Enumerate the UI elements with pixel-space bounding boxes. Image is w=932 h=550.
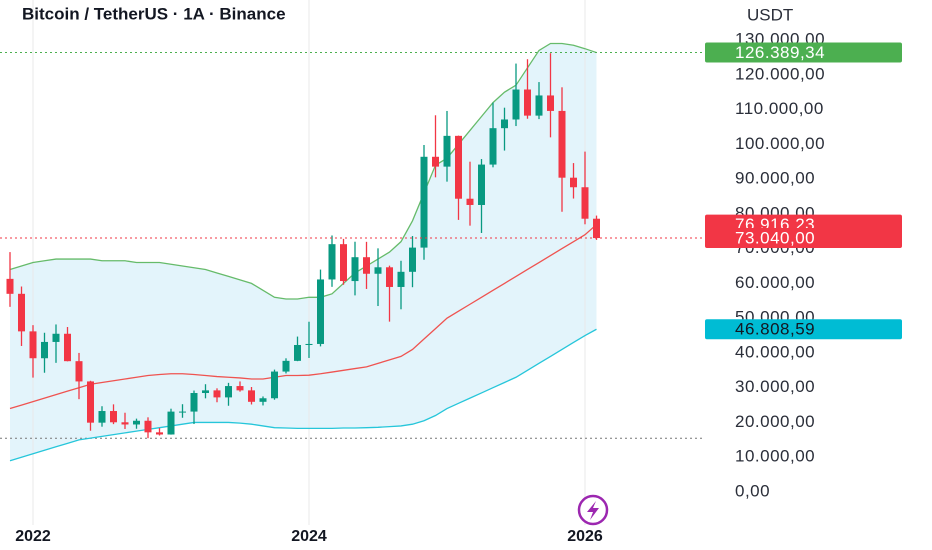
candle-body [432, 156, 439, 167]
y-tick-label: 110.000,00 [735, 99, 824, 118]
candle-body [501, 119, 508, 129]
chart-title: Bitcoin / TetherUS · 1A · Binance [22, 4, 286, 23]
candle-body [397, 271, 405, 287]
band-line [9, 328, 597, 462]
candle-body [535, 95, 543, 116]
x-tick-label: 2022 [15, 528, 51, 545]
candle-body [294, 344, 301, 361]
candle-body [386, 267, 393, 287]
candle-body [202, 390, 209, 394]
x-tick-label: 2026 [567, 528, 603, 545]
y-tick-label: 10.000,00 [735, 447, 815, 466]
candle-body [478, 164, 485, 205]
candle-body [121, 422, 129, 425]
candle-body [179, 411, 186, 413]
candle-body [98, 411, 106, 423]
candle-body [420, 156, 428, 248]
candle-body [328, 244, 336, 280]
y-tick-label: 40.000,00 [735, 342, 815, 361]
plot-area [0, 0, 705, 525]
price-label: 46.808,59 [735, 320, 815, 339]
candle-body [75, 361, 83, 382]
candle-body [282, 360, 290, 372]
price-label-box [705, 319, 902, 340]
candle-body [167, 411, 175, 435]
candle-body [133, 420, 140, 425]
band-line [9, 224, 597, 410]
candle-body [64, 333, 71, 362]
y-tick-label: 100.000,00 [735, 134, 825, 153]
candle-body [259, 398, 267, 402]
candle-body [466, 198, 474, 205]
candle-body [305, 343, 313, 345]
price-label-box [705, 228, 902, 249]
candle-body [512, 89, 520, 120]
candle-body [271, 371, 278, 399]
candle-body [374, 267, 382, 274]
price-label-box [705, 42, 902, 63]
candle-body [225, 386, 232, 398]
candle-body [110, 411, 117, 423]
candle-body [409, 247, 416, 272]
candle-body [144, 420, 152, 433]
candle-body [190, 393, 198, 412]
candle-body [524, 89, 531, 116]
candle-body [18, 293, 25, 332]
candle-body [443, 135, 451, 167]
candle-body [340, 244, 347, 282]
candle-body [213, 390, 221, 398]
currency-label: USDT [747, 5, 793, 24]
candle-body [52, 333, 60, 342]
candle-body [248, 390, 255, 402]
candle-body [236, 386, 244, 391]
candle-body [6, 278, 14, 294]
candle-body [41, 341, 48, 359]
candle-body [29, 331, 37, 359]
lightning-icon[interactable] [577, 494, 609, 526]
candle-body [570, 177, 577, 188]
candle-body [581, 187, 589, 219]
candle-body [547, 95, 554, 111]
band-fill [10, 43, 597, 461]
price-label: 126.389,34 [735, 43, 825, 62]
y-tick-label: 60.000,00 [735, 273, 815, 292]
band-line [9, 42, 597, 300]
y-tick-label: 30.000,00 [735, 377, 815, 396]
candle-body [593, 218, 600, 239]
x-tick-label: 2024 [291, 528, 327, 545]
price-label: 73.040,00 [735, 229, 815, 248]
candle-body [489, 128, 497, 165]
candle-body [455, 135, 462, 199]
candle-body [363, 257, 370, 274]
y-tick-label: 120.000,00 [735, 64, 825, 83]
currency-box [718, 2, 918, 32]
y-tick-label: 0,00 [735, 481, 770, 500]
candle-body [351, 257, 359, 282]
y-tick-label: 90.000,00 [735, 169, 815, 188]
candle-body [156, 432, 163, 435]
y-tick-label: 20.000,00 [735, 412, 815, 431]
candle-body [317, 279, 324, 344]
candle-body [558, 110, 566, 178]
candle-body [87, 381, 94, 423]
icon-bolt[interactable] [587, 501, 599, 520]
